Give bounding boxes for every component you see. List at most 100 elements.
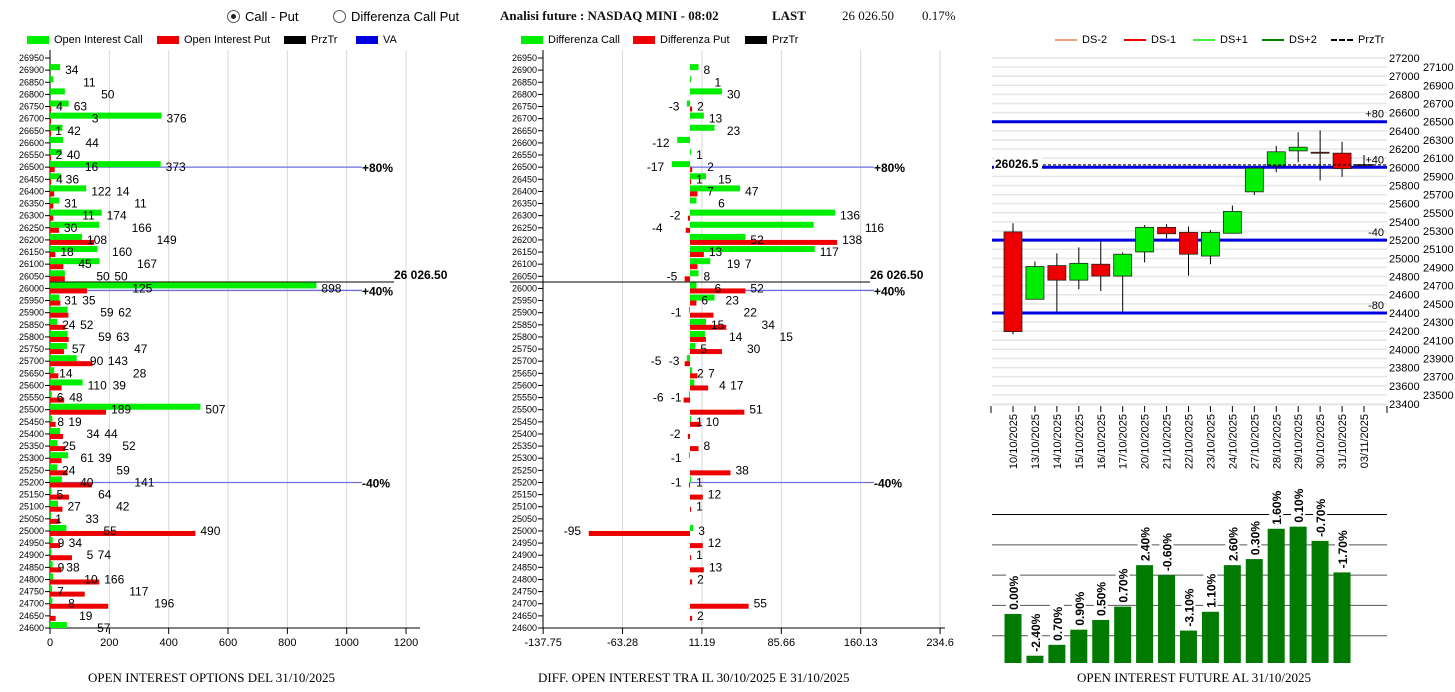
oi-bar: [1311, 540, 1329, 663]
y-tick-label-right: 24700: [1423, 281, 1454, 293]
call-bar-label: 1: [696, 475, 703, 489]
label-bg: [1027, 606, 1042, 652]
x-tick-label: 0: [47, 637, 53, 649]
legend-label: PrzTr: [1358, 34, 1385, 46]
prztr-label: 26 026.50: [394, 268, 448, 282]
strike-label: 26100: [19, 259, 44, 269]
legend-diff-put: Differenza Put: [633, 34, 730, 46]
radio-differenza-call-put[interactable]: Differenza Call Put: [333, 9, 459, 24]
radio-selected-icon[interactable]: [227, 10, 240, 23]
strike-label: 25550: [19, 393, 44, 403]
y-tick-label-left: 23400: [1389, 399, 1420, 411]
strike-label: 24700: [19, 599, 44, 609]
strike-label: 26150: [19, 247, 44, 257]
label-bg: [1071, 587, 1086, 626]
legend-prztr: PrzTr: [284, 34, 337, 46]
label-bg: [1049, 602, 1064, 641]
put-bar-label: 149: [157, 233, 177, 247]
call-bar-label: 40: [67, 148, 81, 162]
put-bar: [690, 179, 692, 185]
legend-diff-call: Differenza Call: [521, 34, 620, 46]
last-value: 26 026.50: [842, 8, 894, 23]
date-label: 17/10/2025: [1118, 414, 1130, 469]
call-bar-label: 50: [101, 87, 115, 101]
strike-label: 26000: [19, 283, 44, 293]
strike-label: 25300: [512, 453, 537, 463]
put-bar: [690, 543, 703, 549]
strike-label: 24750: [19, 587, 44, 597]
legend-line: [1331, 39, 1353, 41]
call-bar-label: 10: [84, 572, 98, 586]
put-bar: [50, 215, 54, 221]
legend-swatch: [356, 36, 378, 44]
put-bar: [50, 555, 72, 561]
put-bar-label: 19: [79, 609, 93, 623]
oi-bar: [1267, 528, 1285, 663]
last-label: LAST: [772, 8, 806, 23]
label-bg: [1137, 523, 1152, 562]
radio-call-put[interactable]: Call - Put: [227, 9, 298, 24]
call-bar-label: 5: [56, 488, 63, 502]
call-bar-label: 8: [704, 63, 711, 77]
y-tick-label-right: 23700: [1423, 372, 1454, 384]
y-tick-label-right: 24100: [1423, 335, 1454, 347]
call-bar: [690, 173, 706, 180]
put-bar-label: 11: [134, 197, 147, 211]
strike-label: 26600: [19, 138, 44, 148]
call-bar: [677, 136, 690, 143]
candle-up: [1201, 231, 1220, 257]
call-bar-label: 8: [68, 597, 75, 611]
legend-label: Open Interest Call: [54, 34, 143, 46]
put-bar: [50, 506, 63, 512]
call-bar-label: 44: [85, 136, 99, 150]
strike-label: 25250: [19, 465, 44, 475]
level-label: +80: [1365, 109, 1384, 121]
put-bar-label: 7: [708, 366, 715, 380]
y-tick-label-right: 26300: [1423, 135, 1454, 147]
call-bar-label: 14: [59, 366, 73, 380]
candle-up: [1288, 146, 1308, 152]
date-label: 29/10/2025: [1293, 414, 1305, 469]
x-tick-label: 1200: [394, 637, 418, 649]
radio-call-put-label: Call - Put: [245, 9, 299, 24]
radio-unselected-icon[interactable]: [333, 10, 346, 23]
call-bar: [50, 500, 59, 507]
call-bar-label: 19: [727, 257, 741, 271]
strike-label: 26550: [512, 150, 537, 160]
put-bar: [50, 482, 92, 488]
strike-label: 25400: [512, 429, 537, 439]
call-bar-label: -17: [647, 160, 665, 174]
strike-label: 26300: [19, 211, 44, 221]
call-bar: [690, 258, 711, 265]
legend-prztr-dashed: PrzTr: [1331, 34, 1384, 46]
call-bar: [50, 585, 53, 592]
strike-label: 26650: [19, 126, 44, 136]
put-bar-label: 2: [707, 160, 714, 174]
call-bar: [50, 367, 55, 374]
y-tick-label-right: 24900: [1423, 262, 1454, 274]
put-bar: [690, 567, 704, 573]
put-bar: [50, 130, 51, 136]
label-bg: [1006, 571, 1020, 610]
call-bar-label: 1: [715, 75, 722, 89]
put-bar: [50, 361, 93, 367]
legend-label: DS+2: [1289, 34, 1317, 46]
put-bar-label: 196: [154, 597, 174, 611]
call-bar: [50, 221, 100, 228]
date-label: 23/10/2025: [1205, 414, 1217, 469]
call-bar: [50, 306, 68, 313]
put-bar: [588, 530, 690, 536]
put-bar: [50, 324, 66, 330]
put-bar: [50, 530, 196, 536]
candle-down: [1332, 152, 1352, 170]
strike-label: 25050: [19, 514, 44, 524]
call-bar-label: 9: [58, 560, 65, 574]
y-tick-label-right: 25300: [1423, 226, 1454, 238]
call-bar-label: 23: [727, 124, 741, 138]
put-bar: [50, 349, 64, 355]
put-bar-label: 2: [697, 572, 704, 586]
legend-swatch: [745, 36, 767, 44]
candle-up: [1113, 253, 1133, 277]
put-bar: [50, 155, 51, 161]
strike-label: 25250: [512, 465, 537, 475]
